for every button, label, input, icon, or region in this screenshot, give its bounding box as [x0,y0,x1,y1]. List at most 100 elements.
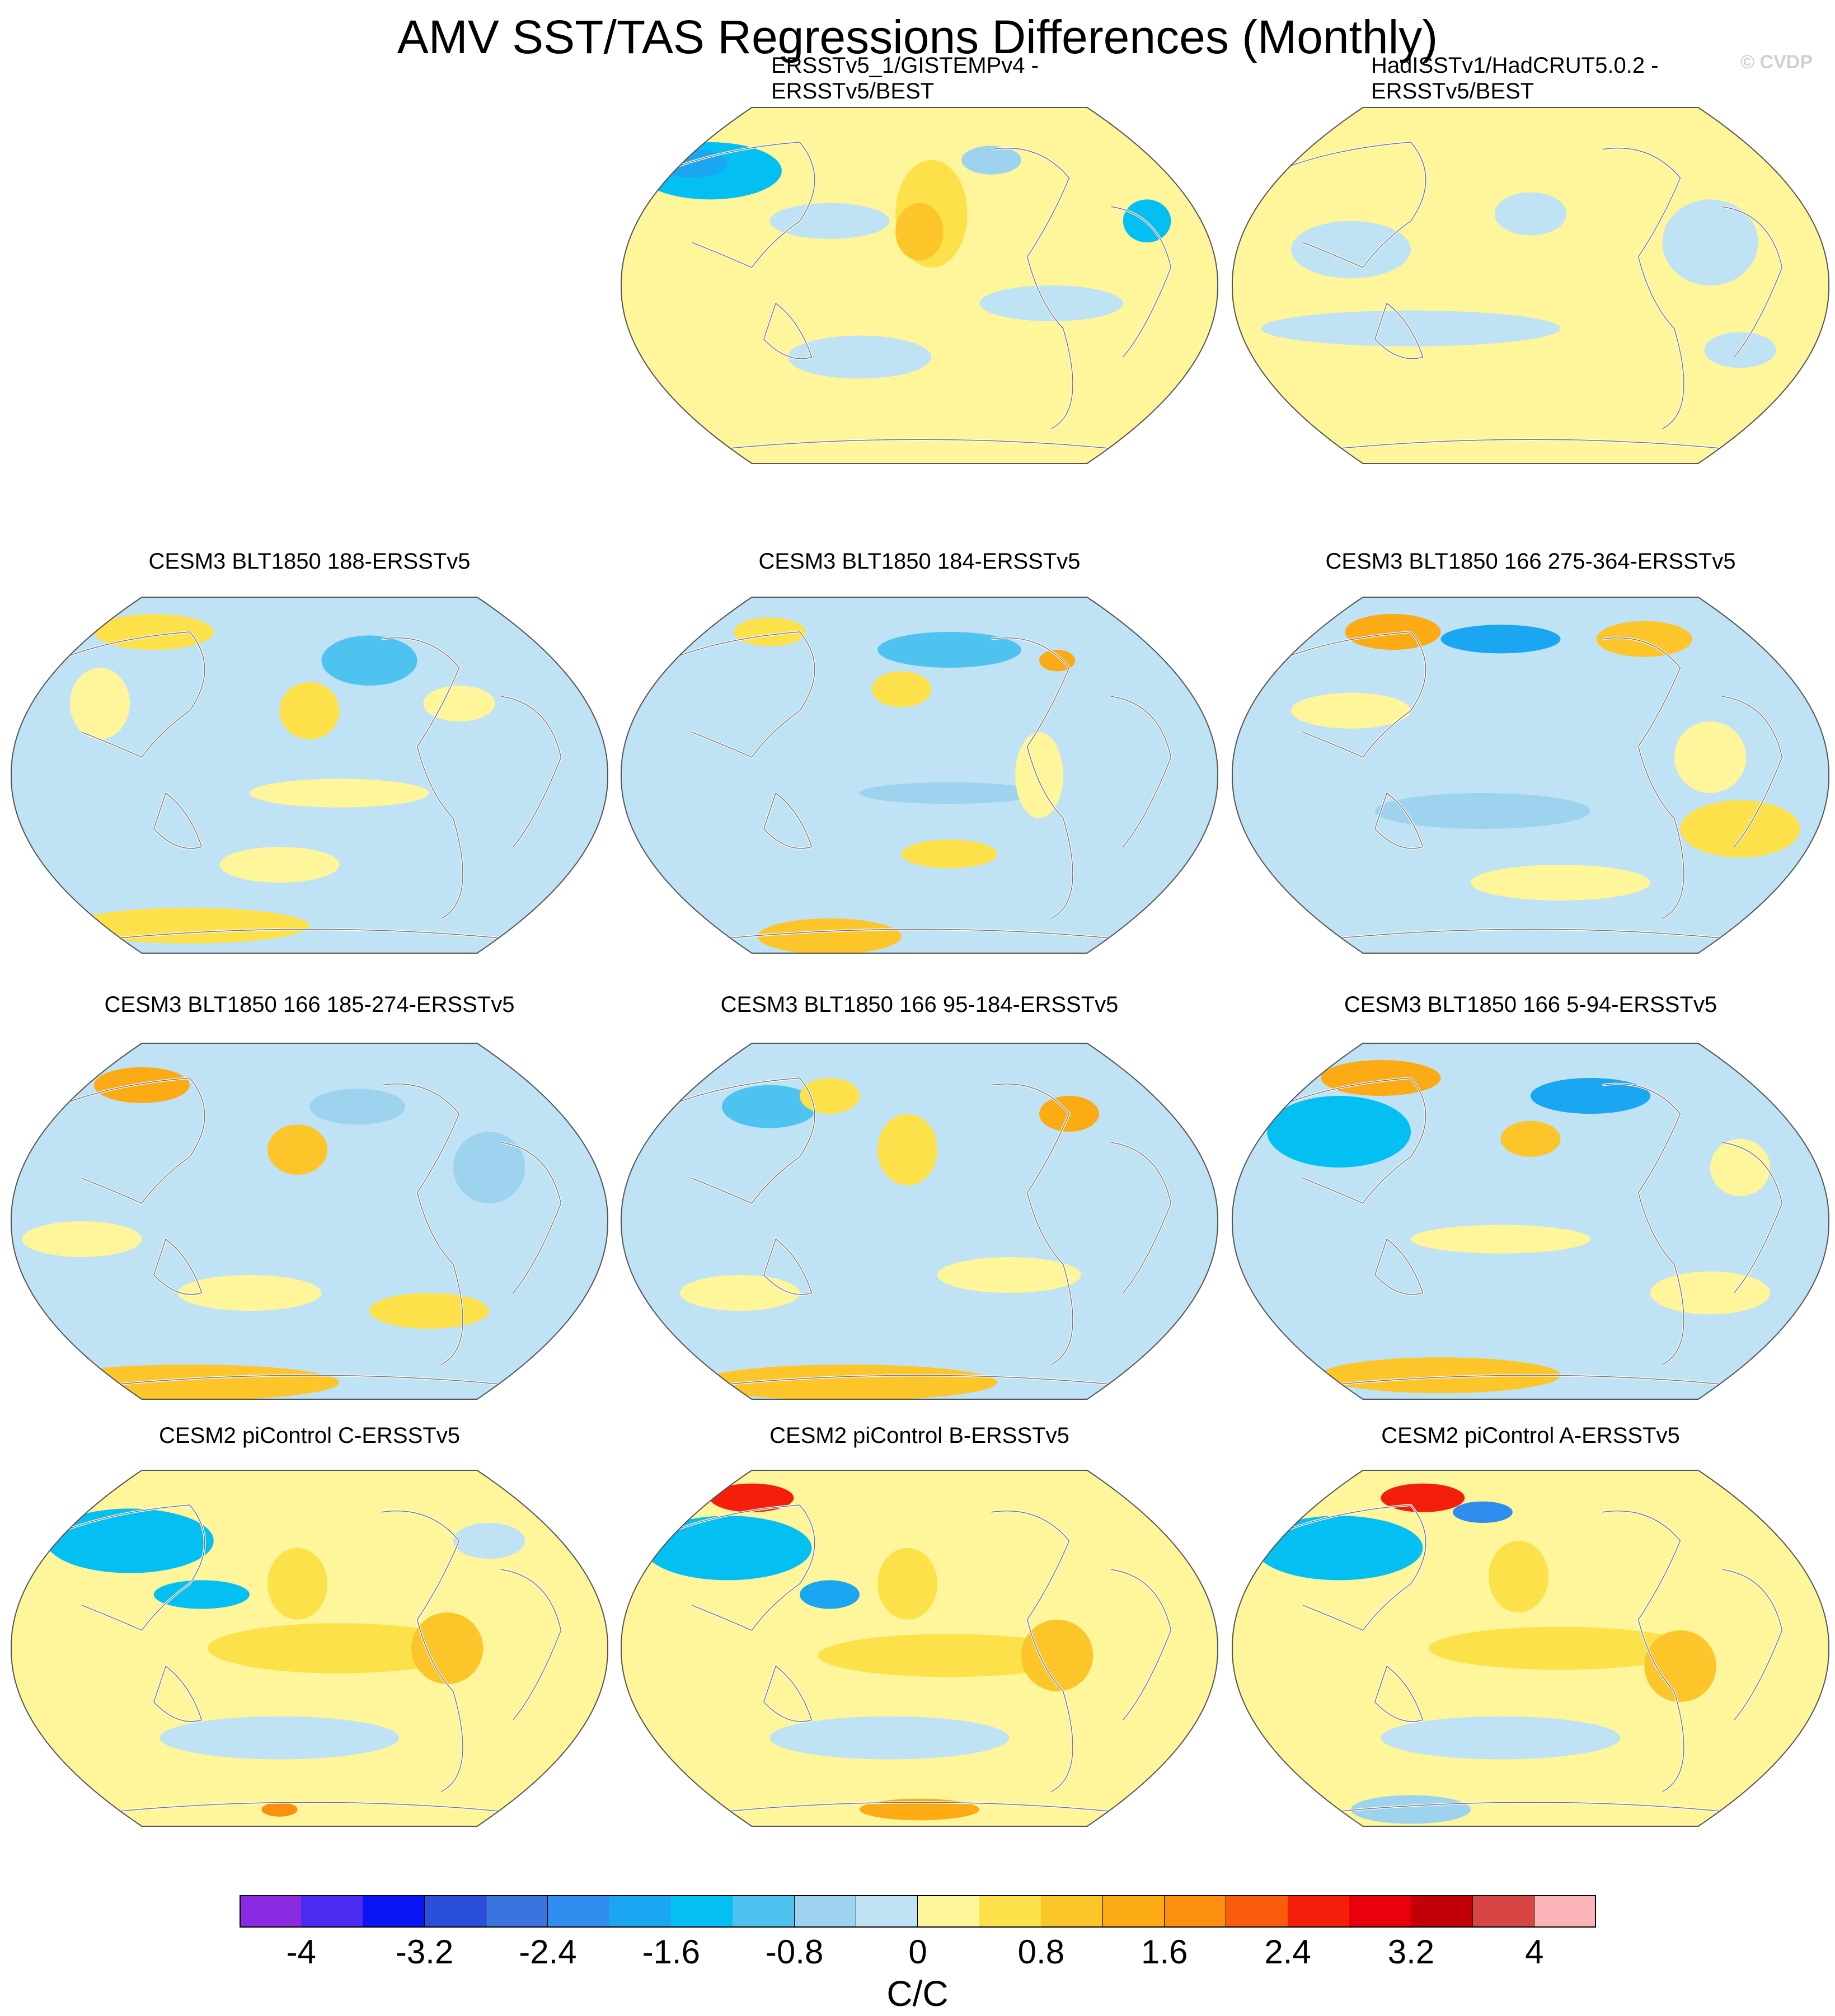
map-contour-region [818,1634,1081,1677]
map-contour-region [860,782,1039,804]
coastline [763,1665,813,1722]
map-contour-region [93,1067,190,1103]
coastline [1261,1504,1426,1631]
coastline [763,1238,813,1295]
colorbar-swatch [1472,1895,1535,1928]
map-contour-region [1440,625,1561,654]
colorbar-swatch [301,1895,363,1928]
panel-title-line: CESM2 piControl C-ERSSTv5 [159,1423,460,1448]
colorbar-tick-label: 1.6 [1141,1933,1188,1971]
panel-title: ERSSTv5_1/GISTEMPv4 - ERSSTv5/BEST [771,53,1039,104]
map-contour-region [70,668,130,739]
map-border [620,597,1219,954]
map-border [1231,107,1830,464]
colorbar-swatch [794,1895,857,1928]
coastline [763,302,813,359]
copyright-watermark: © CVDP [1740,51,1813,73]
map-contour-region [937,1257,1081,1293]
coastline [153,792,203,849]
coastline [1602,1510,1684,1792]
map-contour-region [40,1365,340,1399]
map-contour-region [208,1623,471,1673]
map-contour-region [680,1275,800,1311]
colorbar-swatch [609,1895,672,1928]
map-contour-region [1680,800,1800,858]
map-contour-region [1411,1225,1590,1254]
coastline [763,792,813,849]
map-contour-region [267,1124,328,1175]
map-contour-region [710,1483,794,1512]
map-border [10,1043,609,1400]
map-contour-region [1015,732,1063,818]
map-contour-region [979,285,1123,321]
colorbar-swatch [733,1895,795,1928]
map-contour-region [177,1275,322,1311]
map-contour-region [250,779,429,808]
colorbar-swatch [979,1895,1041,1928]
coastline [1374,1238,1424,1295]
map-contour-region [1255,1516,1423,1581]
coastline [1722,696,1783,847]
coastline [710,439,1129,451]
map-contour-region [1123,199,1171,243]
map-contour-region [453,1523,525,1559]
map-contour-region [787,335,932,379]
colorbar-tick-label: 0.8 [1017,1933,1065,1971]
map-contour-region [1650,1271,1770,1315]
map-contour-region [734,617,806,646]
coastline [381,1510,463,1792]
map-panel: CESM3 BLT1850 166 95-184-ERSSTv5 [620,992,1219,1400]
map-contour-region [769,203,890,239]
coastline [991,637,1073,919]
coastline [650,1077,815,1204]
map-contour-region [1021,1619,1094,1691]
coastline [1602,637,1684,919]
map-panel: HadISSTv1/HadCRUT5.0.2 - ERSSTv5/BEST [1231,53,1830,465]
colorbar-swatch [1349,1895,1411,1928]
map-plot [620,1043,1219,1400]
map-contour-region [1452,1501,1513,1523]
colorbar-swatch [671,1895,733,1928]
map-border [620,1043,1219,1400]
coastline [1722,1569,1783,1720]
map-contour-region [411,1612,484,1684]
map-border [1231,1043,1830,1400]
map-contour-region [1429,1626,1692,1670]
map-contour-region [1291,692,1411,729]
coastline [1321,929,1740,941]
map-contour-region [877,632,1021,668]
coastline [1374,792,1424,849]
coastline [710,1375,1129,1387]
map-contour-region [1710,1138,1770,1197]
coastline [1602,147,1684,429]
map-contour-region [219,847,340,883]
map-plot [10,1043,609,1400]
map-contour-region [1531,1078,1650,1114]
coastline [40,1504,205,1631]
panel-title: CESM3 BLT1850 184-ERSSTv5 [620,548,1219,574]
coastline [100,929,519,941]
coastline [381,637,463,919]
map-contour-region [159,1716,400,1760]
coastline [501,1142,562,1293]
map-plot [10,1470,609,1827]
figure-title: AMV SST/TAS Regressions Differences (Mon… [397,11,1438,63]
colorbar-tick-label: 0 [908,1933,927,1971]
panel-title-line: CESM3 BLT1850 188-ERSSTv5 [148,549,471,574]
coastline [991,147,1073,429]
map-border [10,1470,609,1827]
map-panel: CESM3 BLT1850 188-ERSSTv5 [10,549,609,954]
panel-title-line: CESM3 BLT1850 166 275-364-ERSSTv5 [1325,549,1736,574]
coastline [710,1802,1129,1814]
map-contour-region [895,203,944,261]
colorbar-tick-label: 4 [1525,1933,1544,1971]
coastline [1374,302,1424,359]
map-contour-region [758,918,902,953]
coastline [1111,206,1172,358]
coastline [1111,1569,1172,1720]
map-contour-region [721,1085,818,1128]
map-contour-region [860,1798,979,1821]
map-contour-region [871,671,932,707]
map-contour-region [153,1580,250,1609]
panel-title: CESM3 BLT1850 166 185-274-ERSSTv5 [10,992,609,1018]
